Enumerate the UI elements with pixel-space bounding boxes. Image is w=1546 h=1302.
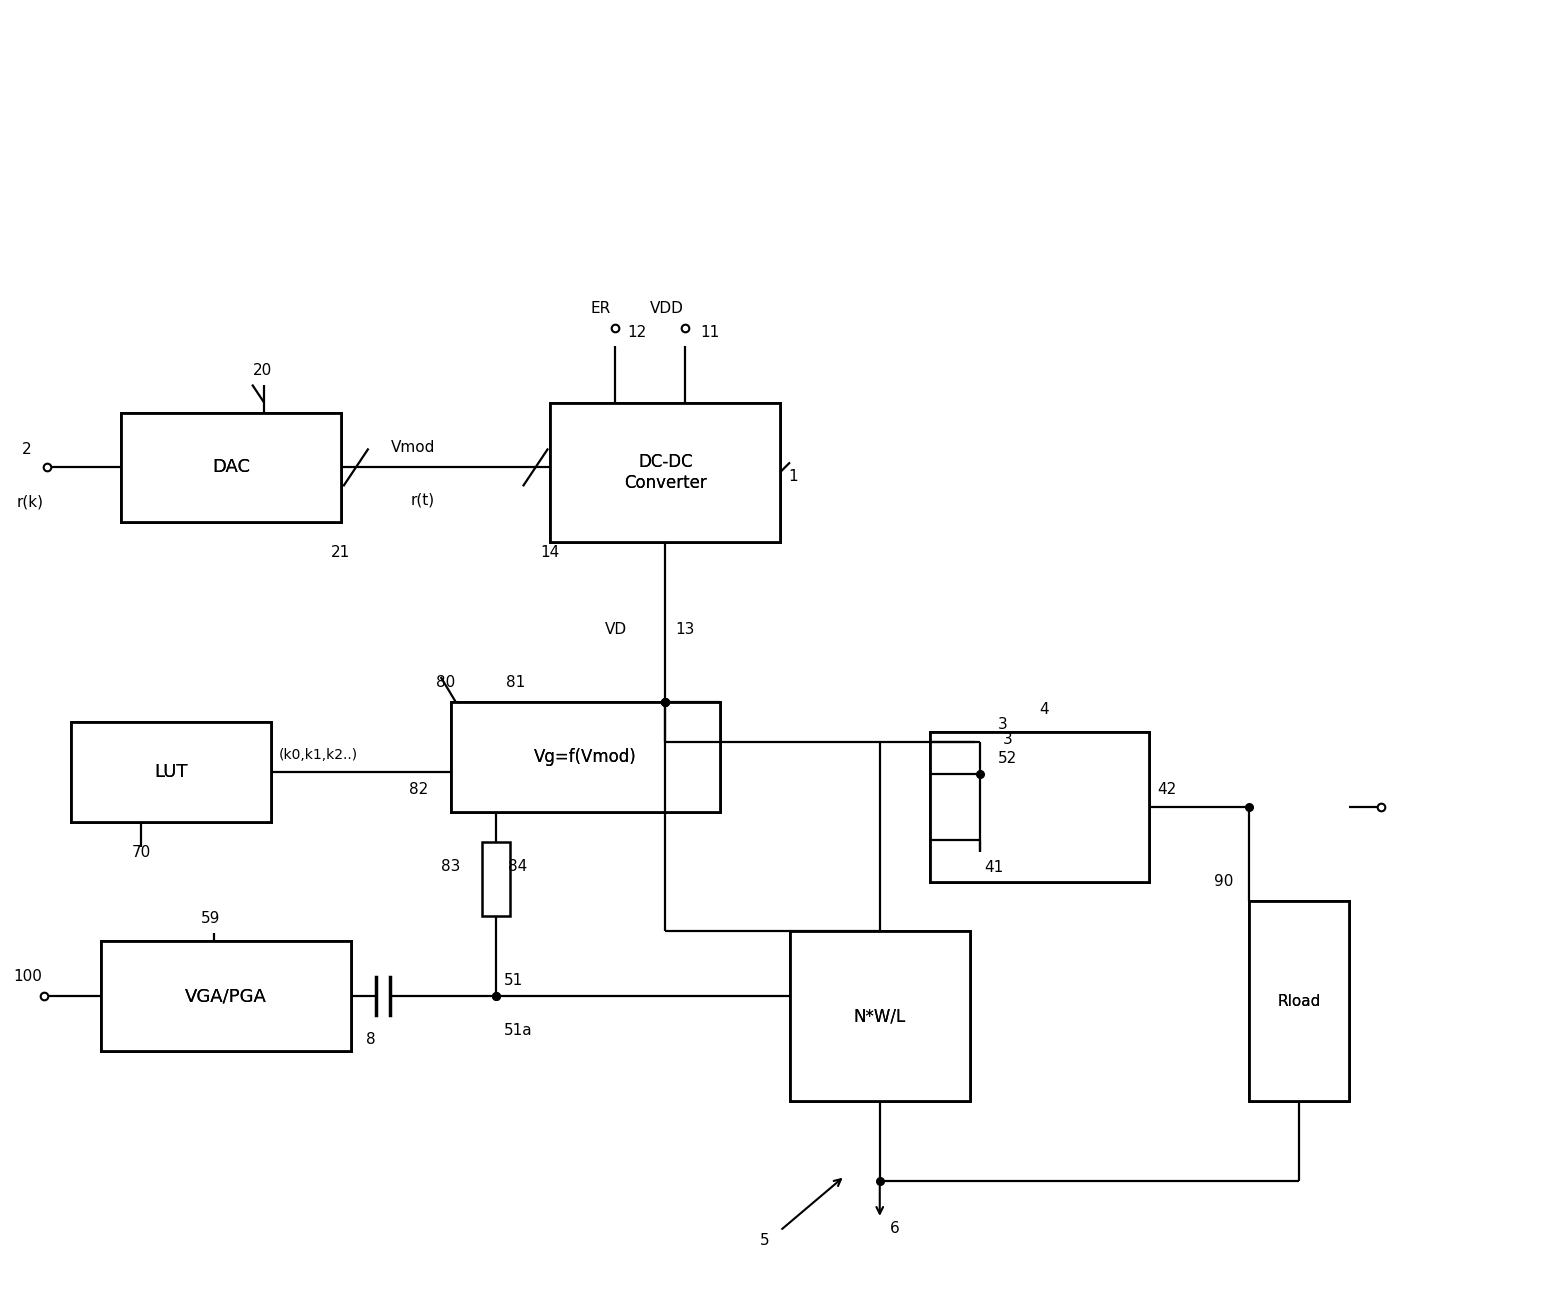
Text: 6: 6 xyxy=(890,1221,900,1236)
Text: N*W/L: N*W/L xyxy=(853,1008,906,1025)
Text: VGA/PGA: VGA/PGA xyxy=(186,987,267,1005)
Text: LUT: LUT xyxy=(155,763,189,781)
Bar xyxy=(71,721,271,822)
Bar xyxy=(929,732,1149,881)
Text: DAC: DAC xyxy=(212,458,250,477)
Bar xyxy=(102,941,351,1051)
Text: 3: 3 xyxy=(1002,732,1013,747)
Text: 83: 83 xyxy=(441,859,461,874)
Text: 3: 3 xyxy=(997,717,1008,732)
Text: DC-DC
Converter: DC-DC Converter xyxy=(625,453,707,492)
Bar xyxy=(71,721,271,822)
Text: (k0,k1,k2..): (k0,k1,k2..) xyxy=(280,747,359,762)
Text: ER: ER xyxy=(591,301,611,315)
Text: Vmod: Vmod xyxy=(391,440,434,456)
Text: 90: 90 xyxy=(1214,875,1234,889)
Text: 14: 14 xyxy=(541,546,560,560)
Text: Rload: Rload xyxy=(1277,993,1320,1009)
Bar xyxy=(122,413,342,522)
Text: 13: 13 xyxy=(676,622,694,637)
Text: 81: 81 xyxy=(506,674,524,690)
Text: 51: 51 xyxy=(504,974,523,988)
Bar xyxy=(790,931,969,1101)
Bar xyxy=(451,702,720,811)
Bar xyxy=(482,841,510,917)
Text: r(k): r(k) xyxy=(17,495,43,509)
Text: 20: 20 xyxy=(254,362,272,378)
Bar xyxy=(102,941,351,1051)
Text: Rload: Rload xyxy=(1277,993,1320,1009)
Text: 70: 70 xyxy=(131,845,150,859)
Bar xyxy=(1249,901,1348,1101)
Text: 12: 12 xyxy=(628,324,646,340)
Text: r(t): r(t) xyxy=(411,492,434,508)
Bar xyxy=(929,732,1149,881)
Text: 4: 4 xyxy=(1039,702,1050,717)
Text: VDD: VDD xyxy=(651,301,685,315)
Bar xyxy=(550,402,781,542)
Text: DAC: DAC xyxy=(212,458,250,477)
Bar xyxy=(122,413,342,522)
Text: 2: 2 xyxy=(22,443,31,457)
Text: VD: VD xyxy=(606,622,628,637)
Text: N*W/L: N*W/L xyxy=(853,1008,906,1025)
Bar xyxy=(451,702,720,811)
Text: 5: 5 xyxy=(761,1233,770,1247)
Text: DC-DC
Converter: DC-DC Converter xyxy=(625,453,707,492)
Text: 42: 42 xyxy=(1156,781,1177,797)
Text: 1: 1 xyxy=(788,469,798,484)
Text: 80: 80 xyxy=(436,674,455,690)
Text: VGA/PGA: VGA/PGA xyxy=(186,987,267,1005)
Text: 21: 21 xyxy=(331,546,351,560)
Bar xyxy=(1249,901,1348,1101)
Text: 84: 84 xyxy=(507,859,527,874)
Text: 8: 8 xyxy=(366,1032,376,1047)
Text: Vg=f(Vmod): Vg=f(Vmod) xyxy=(533,747,637,766)
Text: LUT: LUT xyxy=(155,763,189,781)
Text: 82: 82 xyxy=(408,781,428,797)
Bar xyxy=(550,402,781,542)
Text: 11: 11 xyxy=(700,324,719,340)
Bar xyxy=(790,931,969,1101)
Text: 51a: 51a xyxy=(504,1023,532,1038)
Text: 100: 100 xyxy=(14,969,42,984)
Bar xyxy=(968,742,989,852)
Text: 52: 52 xyxy=(997,751,1017,766)
Text: 41: 41 xyxy=(985,859,1003,875)
Text: Vg=f(Vmod): Vg=f(Vmod) xyxy=(533,747,637,766)
Text: 59: 59 xyxy=(201,911,221,927)
Bar xyxy=(974,742,997,857)
